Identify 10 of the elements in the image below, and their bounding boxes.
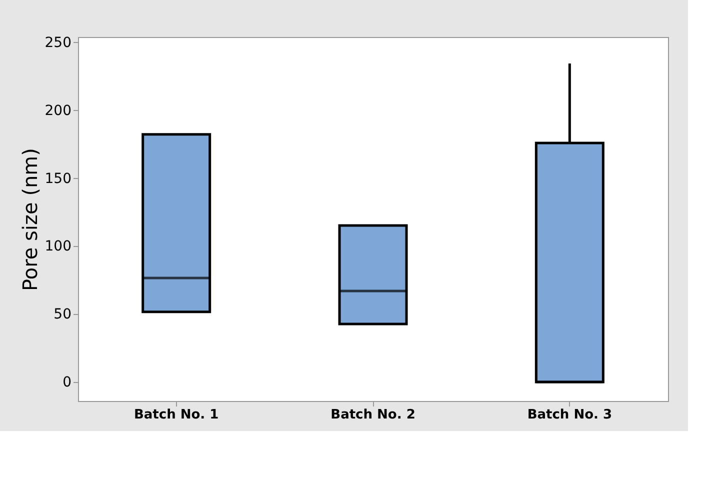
- y-tick-label: 150: [44, 170, 72, 187]
- y-tick-label: 100: [44, 238, 72, 255]
- x-tick-label: Batch No. 3: [527, 408, 612, 422]
- y-axis-title: Pore size (nm): [18, 148, 42, 291]
- y-tick-label: 250: [44, 34, 72, 51]
- y-tick-label: 200: [44, 102, 72, 119]
- y-tick-label: 50: [54, 306, 72, 323]
- y-tick-label: 0: [62, 374, 72, 390]
- x-tick-label: Batch No. 1: [134, 408, 219, 422]
- x-tick-label: Batch No. 2: [330, 408, 416, 422]
